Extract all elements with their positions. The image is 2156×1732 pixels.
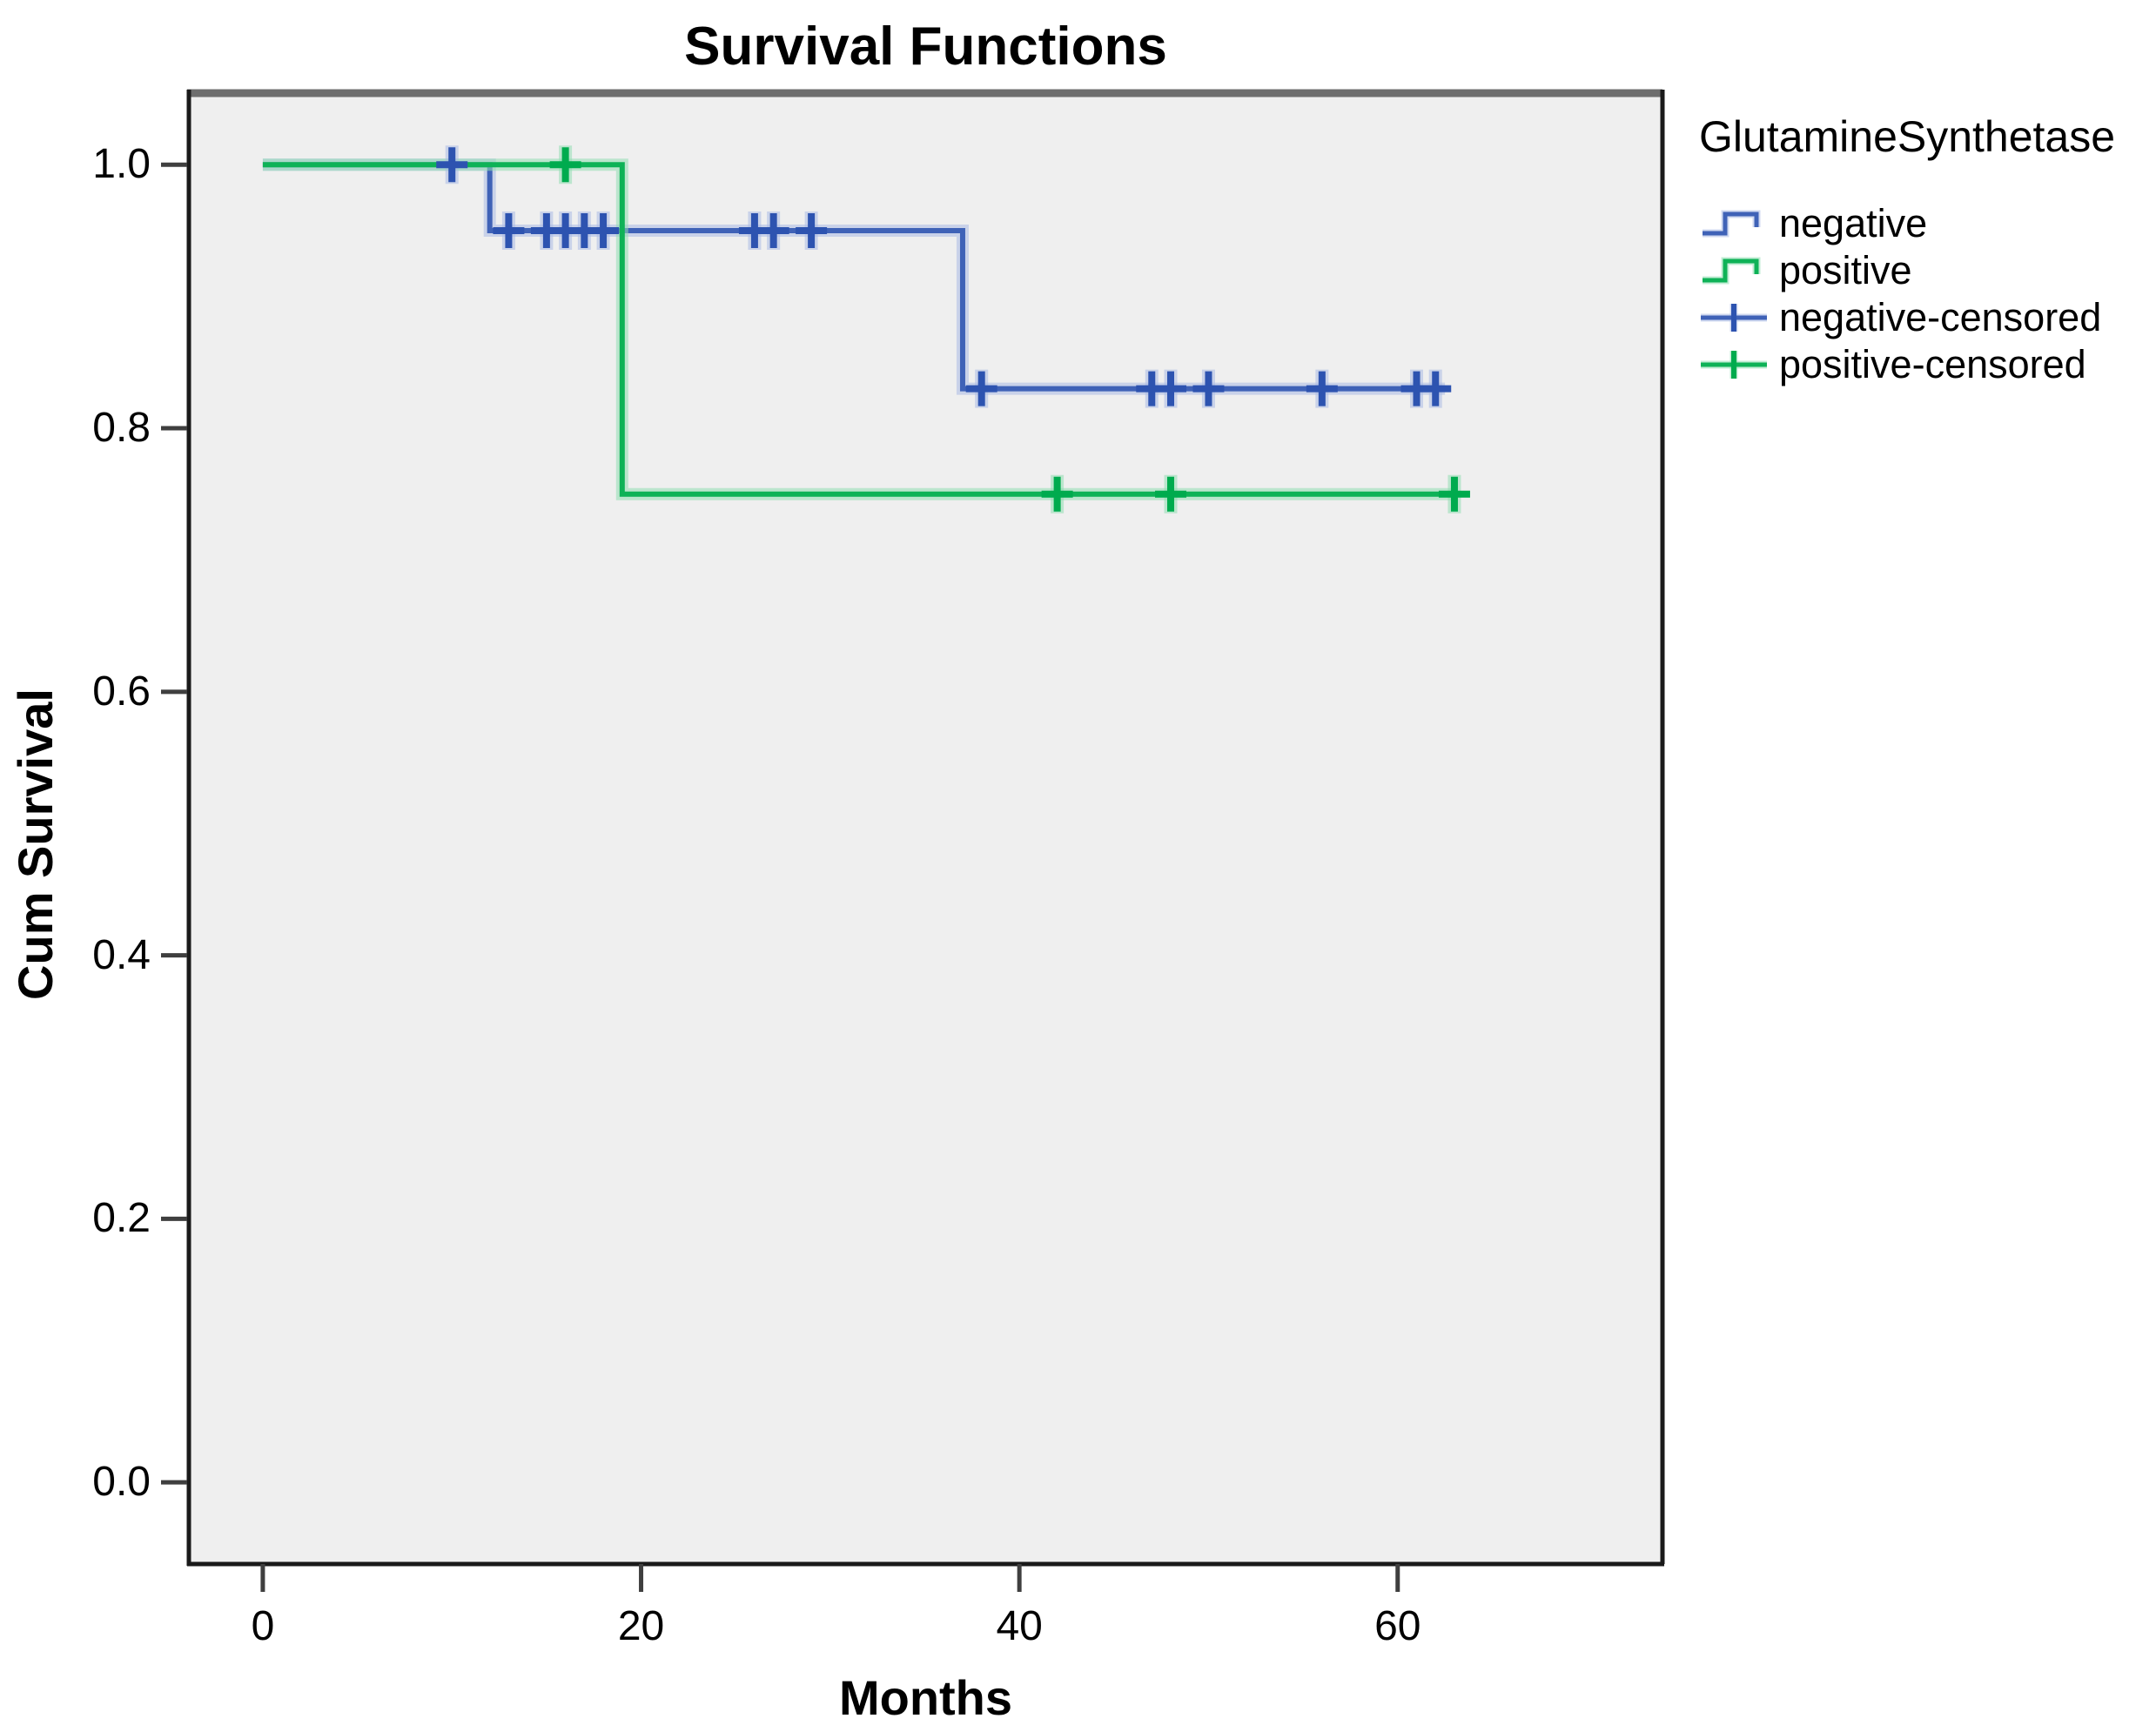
legend-censor-swatch-icon [1701, 351, 1767, 379]
legend-item-label: negative-censored [1779, 295, 2102, 339]
y-tick-label: 1.0 [92, 141, 151, 188]
legend-items: negative positive negative-censored positiv… [1699, 200, 2152, 388]
chart-title: Survival Functions [684, 17, 1167, 77]
legend-swatch-stroke [1703, 258, 1759, 283]
legend-swatch-stroke [1703, 257, 1761, 285]
x-tick-label: 40 [996, 1603, 1043, 1649]
legend-item-positive-censored: positive-censored [1699, 341, 2152, 388]
x-tick-label: 20 [617, 1603, 665, 1649]
legend-item-label: negative [1779, 201, 1928, 245]
legend-swatch-stroke [1703, 211, 1759, 236]
x-tick-label: 0 [251, 1603, 275, 1649]
y-tick-label: 0.0 [92, 1459, 151, 1506]
legend-item-negative-censored: negative-censored [1699, 294, 2152, 341]
plot-background [187, 90, 1662, 1564]
y-tick-label: 0.2 [92, 1195, 151, 1242]
legend-censor-swatch-icon [1701, 304, 1767, 332]
legend-item-label: positive [1779, 248, 1912, 292]
legend-item-negative: negative [1699, 200, 2152, 247]
legend-swatch-stroke [1703, 210, 1761, 238]
legend-item-positive: positive [1699, 247, 2152, 294]
y-tick-label: 0.8 [92, 405, 151, 452]
legend: GlutamineSynthetase negative positive nega… [1699, 111, 2152, 388]
x-axis-label: Months [838, 1670, 1013, 1725]
y-axis-label: Cum Survival [8, 688, 63, 1000]
legend-step-swatch-icon [1703, 210, 1761, 238]
legend-title: GlutamineSynthetase [1699, 112, 2116, 161]
legend-step-swatch-icon [1703, 257, 1761, 285]
y-tick-label: 0.4 [92, 931, 151, 978]
legend-item-label: positive-censored [1779, 342, 2086, 386]
x-tick-label: 60 [1374, 1603, 1421, 1649]
y-tick-label: 0.6 [92, 668, 151, 715]
